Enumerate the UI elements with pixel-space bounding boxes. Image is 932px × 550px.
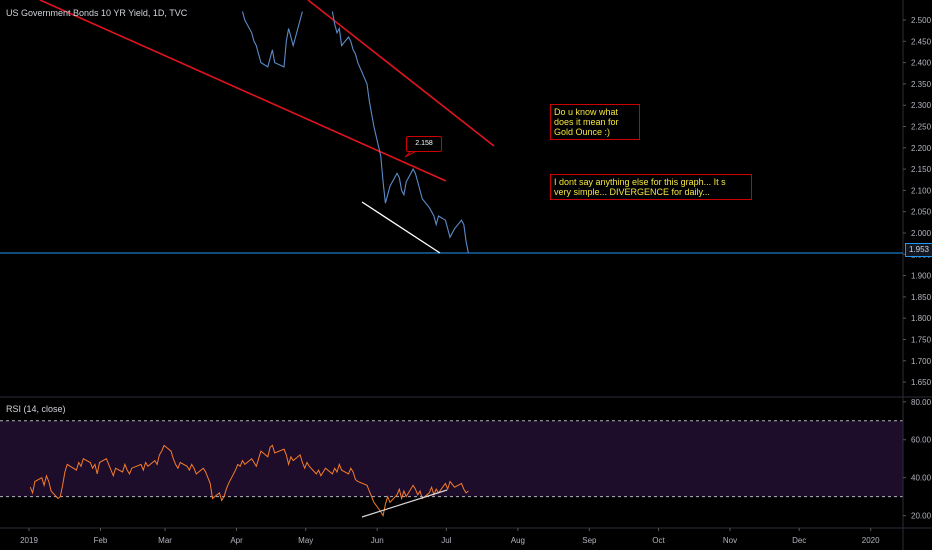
y-tick-label: 2.350	[911, 80, 932, 89]
main-pane-bg	[0, 0, 903, 396]
y-tick-label: 2.400	[911, 59, 932, 68]
y-tick-label: 2.050	[911, 208, 932, 217]
y-tick-label: 2.150	[911, 165, 932, 174]
rsi-y-tick-label: 40.00	[911, 474, 932, 483]
y-tick-label: 2.450	[911, 37, 932, 46]
y-tick-label: 2.500	[911, 16, 932, 25]
rsi-y-tick-label: 20.00	[911, 512, 932, 521]
x-tick-label: Dec	[792, 536, 806, 545]
x-tick-label: May	[298, 536, 313, 545]
rsi-divergence-line	[361, 489, 448, 518]
x-tick-label: Mar	[158, 536, 172, 545]
y-tick-label: 1.850	[911, 293, 932, 302]
price-divergence-line	[361, 201, 441, 254]
rsi-series-line	[29, 444, 469, 517]
note-line: I dont say anything else for this graph.…	[554, 177, 726, 187]
symbol-title[interactable]: US Government Bonds 10 YR Yield, 1D, TVC	[6, 8, 188, 18]
y-tick-label: 2.250	[911, 123, 932, 132]
x-tick-label: 2019	[20, 536, 38, 545]
x-tick-label: Jul	[441, 536, 451, 545]
x-tick-label: Jun	[371, 536, 384, 545]
rsi-title[interactable]: RSI (14, close)	[6, 404, 66, 414]
y-tick-label: 2.000	[911, 229, 932, 238]
x-tick-label: Feb	[94, 536, 108, 545]
rsi-y-tick-label: 80.00	[911, 398, 932, 407]
x-tick-label: Nov	[723, 536, 737, 545]
text-note-gold[interactable]: Do u know what does it mean for Gold Oun…	[550, 104, 640, 140]
rsi-y-tick-label: 60.00	[911, 436, 932, 445]
y-tick-label: 1.650	[911, 378, 932, 387]
main-pane[interactable]	[0, 0, 932, 398]
text-note-divergence[interactable]: I dont say anything else for this graph.…	[550, 174, 752, 200]
note-line: very simple... DIVERGENCE for daily...	[554, 187, 710, 197]
x-tick-label: Oct	[652, 536, 665, 545]
y-tick-label: 1.900	[911, 272, 932, 281]
y-tick-label: 1.700	[911, 357, 932, 366]
trendline-lower	[39, 0, 447, 182]
rsi-band	[0, 420, 903, 497]
note-line: does it mean for	[554, 117, 619, 127]
x-tick-label: 2020	[862, 536, 880, 545]
y-tick-label: 2.300	[911, 101, 932, 110]
x-tick-label: Aug	[511, 536, 525, 545]
note-line: Do u know what	[554, 107, 619, 117]
price-series-line	[241, 11, 469, 254]
y-tick-label: 1.750	[911, 336, 932, 345]
current-price-tag: 1.953	[905, 243, 932, 257]
trendline-upper	[307, 0, 495, 147]
rsi-pane[interactable]	[0, 420, 903, 498]
note-line: Gold Ounce :)	[554, 127, 611, 137]
y-tick-label: 1.800	[911, 314, 932, 323]
y-tick-label: 2.200	[911, 144, 932, 153]
price-callout[interactable]: 2.158	[406, 136, 442, 152]
series-lines	[0, 0, 903, 518]
y-tick-label: 2.100	[911, 186, 932, 195]
x-tick-label: Apr	[230, 536, 243, 545]
x-tick-label: Sep	[582, 536, 597, 545]
